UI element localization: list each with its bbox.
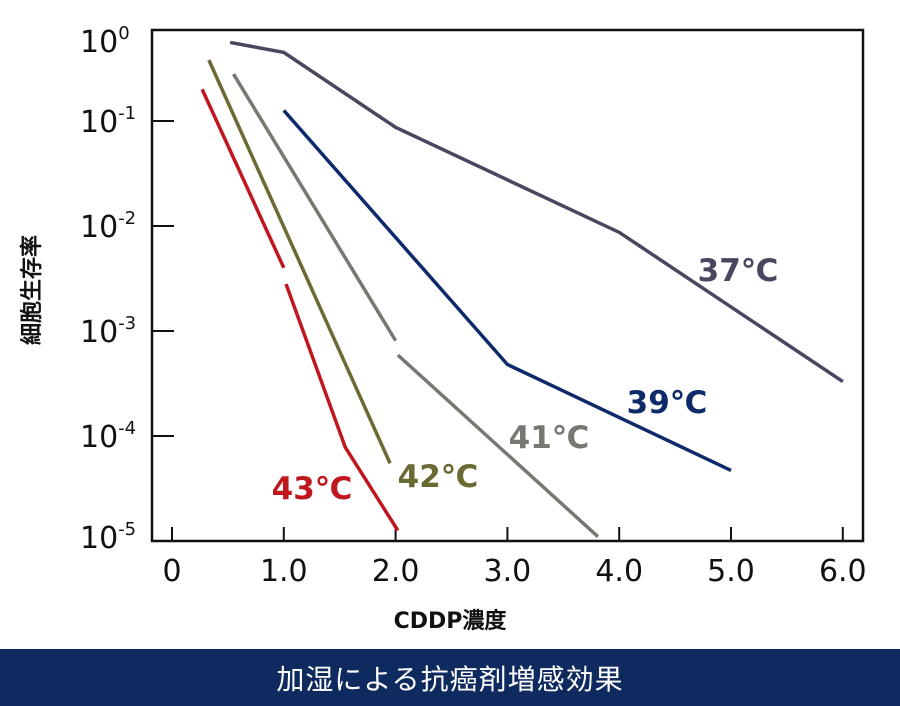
survival-chart: 0 1.0 2.0 3.0 4.0 5.0 6.0 10010-110-210-310-41…: [80, 23, 867, 589]
y-tick-label: 10-3: [80, 313, 136, 350]
x-tick-label: 3.0: [484, 554, 532, 589]
series-line-39c: [282, 109, 732, 473]
x-tick-label: 4.0: [595, 554, 643, 589]
caption-banner: 加湿による抗癌剤増感効果: [0, 649, 900, 706]
y-axis-label-text: 細胞生存率: [20, 234, 46, 346]
y-tick-base: 10: [80, 315, 118, 350]
y-tick-exponent: -1: [118, 103, 136, 124]
series-label: 41℃: [509, 420, 590, 456]
x-tick-label: 2.0: [372, 554, 420, 589]
series-line-41c: [231, 73, 398, 342]
y-tick-exponent: -3: [118, 313, 136, 334]
series-label: 39℃: [627, 385, 708, 421]
y-tick-label: 10-2: [80, 208, 136, 245]
y-tick-label: 10-4: [80, 418, 136, 455]
series-line-43c: [284, 283, 400, 532]
series-label: 42℃: [398, 459, 479, 495]
x-tick-label: 5.0: [707, 554, 755, 589]
y-tick-label: 10-1: [80, 103, 136, 140]
series-label: 43℃: [272, 471, 353, 507]
y-tick-base: 10: [80, 210, 118, 245]
y-axis-label: 細胞生存率: [10, 200, 50, 380]
y-tick-label: 10-5: [80, 519, 136, 556]
y-tick-base: 10: [80, 420, 118, 455]
y-tick-label: 100: [80, 23, 130, 60]
x-tick-label: 0: [162, 554, 181, 589]
y-tick-exponent: -4: [118, 418, 136, 439]
y-tick-base: 10: [80, 25, 118, 60]
y-tick-exponent: -5: [118, 519, 136, 540]
y-tick-exponent: -2: [118, 208, 136, 229]
x-tick-label: 1.0: [260, 554, 308, 589]
y-tick-exponent: 0: [118, 23, 129, 44]
series-line-37c: [229, 40, 844, 384]
series-line-41c: [396, 353, 600, 538]
y-tick-base: 10: [80, 105, 118, 140]
series-label: 37℃: [698, 253, 779, 289]
x-axis-label: CDDP濃度: [393, 609, 507, 634]
y-tick-base: 10: [80, 521, 118, 556]
x-tick-label: 6.0: [819, 554, 867, 589]
series-line-43c: [200, 88, 286, 269]
series-line-42c: [207, 59, 392, 464]
caption-text: 加湿による抗癌剤増感効果: [276, 662, 624, 696]
